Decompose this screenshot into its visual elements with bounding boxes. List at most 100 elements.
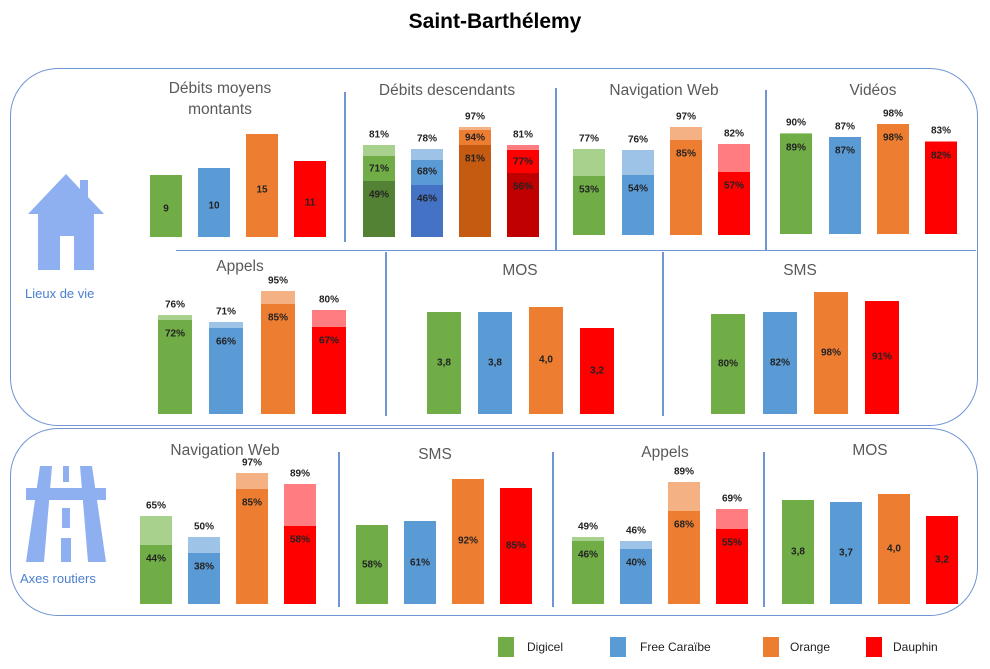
data-label-dauphin: 82% [723,128,745,140]
divider [765,90,767,250]
bar-dauphin [865,300,899,414]
panel-title-appels: Appels [216,258,264,275]
data-label-orange: 97% [241,457,263,469]
data-label-dauphin: 57% [723,180,745,192]
data-label-digicel: 9 [163,203,169,215]
panel-title-videos: Vidéos [849,82,897,99]
data-label-dauphin: 56% [512,181,534,193]
data-label-digicel: 77% [578,133,600,145]
section-box-axes-routiers [10,428,978,616]
panel-title-debits-descendants: Débits descendants [378,82,516,99]
data-label-free-caraibe: 54% [627,183,649,195]
data-label-free-caraibe: 68% [416,166,438,178]
data-label-dauphin: 67% [318,335,340,347]
bar-free-caraibe [830,502,862,604]
bar-orange [814,291,848,414]
bar-free-caraibe [198,168,230,237]
bar-digicel [782,499,814,604]
legend-swatch-dauphin [866,637,882,657]
data-label-digicel: 49% [368,189,390,201]
bar-digicel [356,525,388,604]
data-label-orange: 4,0 [539,354,553,366]
highway-icon [26,466,106,562]
data-label-dauphin: 55% [721,537,743,549]
data-label-dauphin: 82% [930,150,952,162]
data-label-dauphin: 91% [871,351,893,363]
data-label-orange: 95% [267,275,289,286]
bar-free-caraibe [404,521,436,604]
data-label-digicel: 90% [785,117,807,129]
bar-free-caraibe-layer-1 [411,184,443,237]
bar-dauphin-layer-1 [507,173,539,237]
bar-orange [878,494,910,604]
panel-title-mos: MOS [502,262,538,279]
data-label-free-caraibe: 40% [625,557,647,569]
data-label-digicel: 3,8 [437,357,451,369]
legend-swatch-free [610,637,626,657]
divider [552,452,554,607]
data-label-digicel: 65% [145,500,167,512]
data-label-digicel: 44% [145,553,167,565]
bar-digicel [427,312,461,414]
data-label-orange: 89% [673,466,695,478]
data-label-free-caraibe: 87% [834,121,856,133]
data-label-dauphin: 77% [512,156,534,168]
data-label-digicel: 71% [368,163,390,175]
data-label-free-caraibe: 71% [215,306,237,318]
data-label-orange: 98% [882,108,904,120]
house-icon [28,174,104,270]
data-label-digicel: 89% [785,142,807,154]
bar-free-caraibe-layer-1 [209,328,243,414]
section-box-lieux-de-vie [10,68,978,426]
bar-dauphin-layer-1 [312,326,346,414]
bar-digicel-layer-1 [780,134,812,234]
data-label-free-caraibe: 3,7 [839,547,853,559]
panel-title-sms: SMS [418,446,452,463]
bar-free-caraibe-layer-1 [188,552,220,604]
divider [662,252,664,416]
data-label-free-caraibe: 82% [769,357,791,369]
data-label-orange: 94% [464,132,486,144]
data-label-free-caraibe: 46% [625,525,647,537]
divider [385,252,387,416]
data-label-free-caraibe: 46% [416,193,438,205]
panel-title-navigation-web: Navigation Web [170,442,280,459]
data-label-digicel: 49% [577,521,599,533]
bar-orange [529,306,563,414]
data-label-orange: 81% [464,153,486,165]
data-label-dauphin: 80% [318,294,340,306]
data-label-free-caraibe: 10 [208,200,220,212]
data-label-orange: 98% [820,347,842,359]
data-label-dauphin: 81% [512,129,534,141]
bar-digicel-layer-1 [158,320,192,414]
data-label-digicel: 80% [717,358,739,370]
data-label-free-caraibe: 76% [627,134,649,146]
bar-digicel-layer-1 [363,181,395,237]
bar-dauphin-layer-1 [925,142,957,234]
data-label-orange: 97% [464,111,486,123]
data-label-free-caraibe: 87% [834,145,856,157]
data-label-orange: 85% [241,497,263,509]
data-label-digicel: 76% [164,299,186,311]
legend-label-digicel: Digicel [527,640,564,654]
data-label-digicel: 3,8 [791,546,805,558]
bar-digicel-layer-1 [140,544,172,604]
data-label-orange: 85% [675,148,697,160]
data-label-digicel: 53% [578,184,600,196]
data-label-free-caraibe: 61% [409,557,431,569]
data-label-free-caraibe: 78% [416,133,438,145]
divider [555,88,557,250]
bar-digicel-layer-1 [572,540,604,604]
data-label-dauphin: 58% [289,534,311,546]
bar-digicel [711,314,745,414]
legend-label-orange: Orange [790,640,831,654]
bar-free-caraibe [478,312,512,414]
bar-dauphin-layer-1 [718,171,750,235]
bar-orange-layer-1 [261,303,295,414]
bar-free-caraibe-layer-1 [622,174,654,235]
bar-dauphin [294,161,326,237]
bar-dauphin-layer-1 [716,528,748,604]
data-label-dauphin: 3,2 [590,365,604,377]
bar-dauphin [926,516,958,604]
